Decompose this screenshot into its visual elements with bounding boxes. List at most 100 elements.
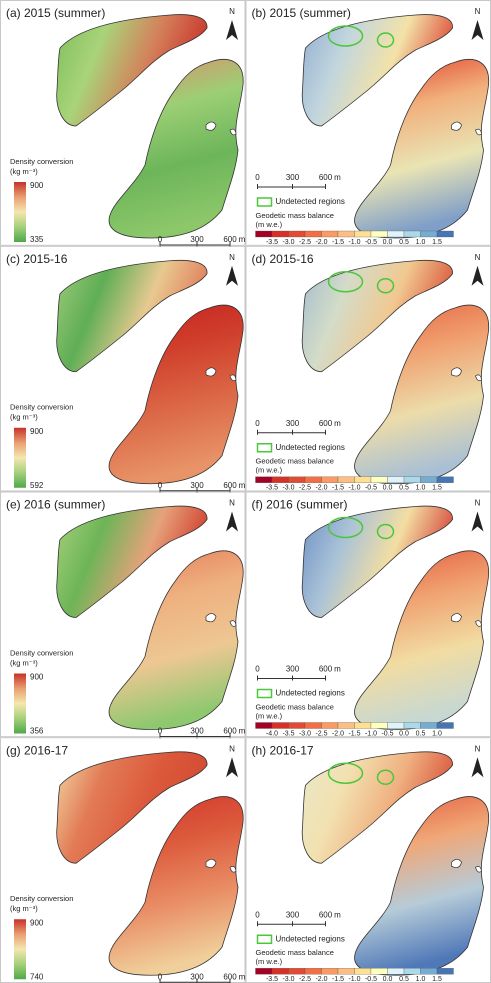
colorbar-label: 1.5: [432, 485, 442, 492]
region-label: Undetected regions: [276, 934, 345, 943]
lower-glacier: [355, 305, 489, 484]
colorbar-cell: [437, 968, 454, 974]
scale-label: 0: [255, 419, 260, 428]
figure: (a) 2015 (summer) N 0 300 600 m Density conver…: [0, 0, 491, 983]
panel-title: (a) 2015 (summer): [6, 6, 105, 20]
legend-colorbar: [14, 428, 26, 488]
colorbar-cell: [289, 477, 306, 483]
colorbar-label: 1.0: [432, 730, 442, 737]
colorbar-label: 0.5: [399, 976, 409, 983]
colorbar-label: -1.0: [348, 239, 360, 246]
colorbar-cell: [437, 477, 454, 483]
lower-glacier: [109, 551, 243, 730]
lower-glacier: [109, 305, 243, 484]
colorbar-cell: [272, 231, 289, 237]
north-arrow: [472, 20, 484, 40]
colorbar-cell: [371, 231, 388, 237]
north-arrow: [472, 266, 484, 286]
colorbar-label: -0.5: [381, 730, 393, 737]
legend-min: 335: [30, 235, 44, 244]
scale-label: m: [239, 727, 246, 736]
colorbar-cell: [289, 723, 306, 729]
colorbar-cell: [388, 477, 405, 483]
colorbar-cell: [404, 723, 421, 729]
scale-label: 0: [255, 910, 260, 919]
north-label: N: [475, 7, 481, 16]
colorbar-cell: [338, 231, 355, 237]
scale-label: 300: [286, 173, 300, 182]
colorbar-cell: [421, 477, 438, 483]
colorbar-label: -2.5: [299, 976, 311, 983]
colorbar-cell: [322, 723, 339, 729]
scale-label: 0: [255, 665, 260, 674]
colorbar-cell: [388, 723, 405, 729]
scale-bar: [258, 921, 326, 926]
colorbar-cell: [338, 477, 355, 483]
region-swatch: [258, 444, 272, 452]
colorbar-label: -3.0: [299, 730, 311, 737]
colorbar-label: 1.0: [416, 485, 426, 492]
legend-title: Density conversion: [10, 894, 73, 903]
legend-title: Geodetic mass balance: [256, 702, 334, 711]
colorbar-label: -2.0: [315, 485, 327, 492]
legend-max: 900: [30, 673, 44, 682]
scale-label: 0: [255, 173, 260, 182]
legend-title: Density conversion: [10, 648, 73, 657]
scale-label: 600: [319, 910, 333, 919]
legend-unit: (m w.e.): [256, 957, 283, 966]
colorbar-cell: [421, 723, 438, 729]
scale-label: 300: [286, 910, 300, 919]
scale-bar: [258, 184, 326, 189]
region-label: Undetected regions: [276, 197, 345, 206]
scale-bar: [258, 430, 326, 435]
north-label: N: [229, 499, 235, 508]
colorbar-cell: [256, 477, 273, 483]
legend-colorbar: [14, 674, 26, 734]
colorbar-label: -1.5: [332, 239, 344, 246]
panel: (f) 2016 (summer)N0300600mUndetected reg…: [246, 492, 491, 737]
colorbar-label: -2.5: [299, 485, 311, 492]
colorbar-cell: [404, 968, 421, 974]
colorbar-cell: [338, 723, 355, 729]
colorbar-label: 0.5: [399, 239, 409, 246]
colorbar-label: -4.0: [266, 730, 278, 737]
colorbar-label: -0.5: [365, 485, 377, 492]
lower-glacier: [355, 797, 489, 976]
legend-title: Geodetic mass balance: [256, 457, 334, 466]
colorbar-label: 1.0: [416, 239, 426, 246]
north-label: N: [475, 744, 481, 753]
legend-max: 900: [30, 181, 44, 190]
region-label: Undetected regions: [276, 443, 345, 452]
colorbar-label: 1.0: [416, 976, 426, 983]
region-label: Undetected regions: [276, 689, 345, 698]
colorbar-label: -3.0: [282, 485, 294, 492]
north-label: N: [475, 253, 481, 262]
scale-label: m: [334, 173, 341, 182]
colorbar-cell: [256, 723, 273, 729]
panel-title: (f) 2016 (summer): [252, 498, 348, 512]
colorbar-cell: [256, 231, 273, 237]
colorbar-cell: [404, 231, 421, 237]
north-label: N: [229, 744, 235, 753]
colorbar-label: 0.0: [383, 485, 393, 492]
colorbar-label: -3.5: [266, 976, 278, 983]
colorbar-label: -2.0: [332, 730, 344, 737]
colorbar-cell: [355, 231, 372, 237]
colorbar-label: -1.5: [332, 485, 344, 492]
legend-unit: (kg m⁻³): [10, 904, 38, 913]
colorbar-cell: [305, 968, 322, 974]
north-label: N: [229, 253, 235, 262]
colorbar-label: 0.5: [399, 485, 409, 492]
colorbar-cell: [272, 477, 289, 483]
scale-label: m: [239, 481, 246, 490]
legend-title: Geodetic mass balance: [256, 211, 334, 220]
colorbar-label: 1.5: [432, 239, 442, 246]
legend-unit: (kg m⁻³): [10, 658, 38, 667]
north-arrow: [226, 20, 238, 40]
panel-title: (h) 2016-17: [252, 743, 314, 757]
colorbar-cell: [371, 723, 388, 729]
legend-min: 592: [30, 481, 44, 490]
colorbar-label: -2.5: [299, 239, 311, 246]
colorbar-cell: [388, 231, 405, 237]
